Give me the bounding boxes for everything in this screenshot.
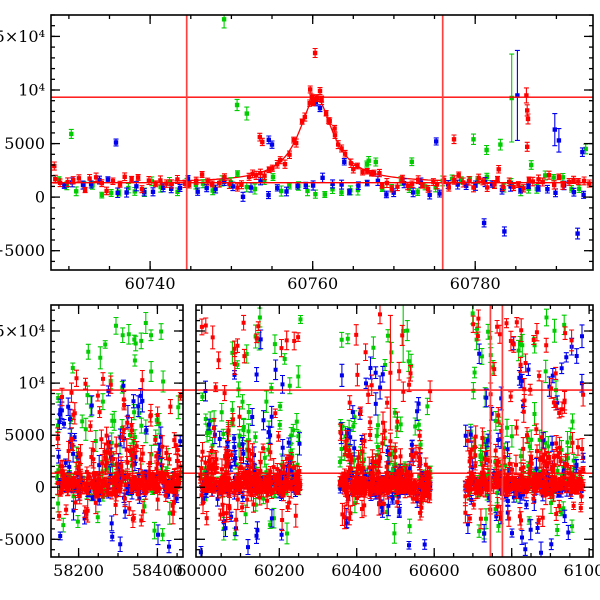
- green-series-markers: [55, 311, 584, 537]
- y-tick-label: −5000: [0, 530, 45, 549]
- axis-frame: [50, 14, 594, 271]
- axis-frame: [195, 304, 594, 558]
- x-tick-label: 60000: [176, 561, 227, 580]
- top-panel: 60740 60760 60780 −5000 0 5000 10⁴ 1.5×10⁴: [0, 14, 594, 293]
- red-series-markers: [52, 50, 592, 194]
- x-tick-label: 60200: [254, 561, 305, 580]
- x-tick-label: 60800: [486, 561, 537, 580]
- y-tick-label: 5000: [4, 426, 45, 445]
- x-tick-label: 58400: [132, 561, 183, 580]
- x-tick-label: 60760: [287, 274, 338, 293]
- x-tick-label: 60740: [125, 274, 176, 293]
- y-tick-label: 5000: [4, 134, 45, 153]
- x-tick-label: 60780: [450, 274, 501, 293]
- y-tick-label: 1.5×10⁴: [0, 27, 45, 46]
- bottom-data-layer: [54, 305, 586, 557]
- y-tick-label: 10⁴: [18, 81, 45, 100]
- x-tick-label: 58200: [53, 561, 104, 580]
- y-tick-label: 0: [35, 478, 45, 497]
- x-tick-label: 60400: [331, 561, 382, 580]
- y-tick-label: 10⁴: [18, 374, 45, 393]
- y-tick-label: 1.5×10⁴: [0, 322, 45, 341]
- x-tick-label: 61000: [564, 561, 600, 580]
- green-series-markers: [56, 17, 588, 198]
- top-axes: 60740 60760 60780 −5000 0 5000 10⁴ 1.5×10⁴: [0, 14, 594, 293]
- blue-series-errorbars: [61, 49, 587, 240]
- x-tick-label: 60600: [409, 561, 460, 580]
- top-data-layer: [51, 15, 592, 240]
- axis-frame: [50, 304, 184, 558]
- y-tick-label: 0: [35, 188, 45, 207]
- green-series-errorbars: [54, 305, 584, 545]
- model-curve: [174, 96, 458, 182]
- y-tick-label: −5000: [0, 241, 45, 260]
